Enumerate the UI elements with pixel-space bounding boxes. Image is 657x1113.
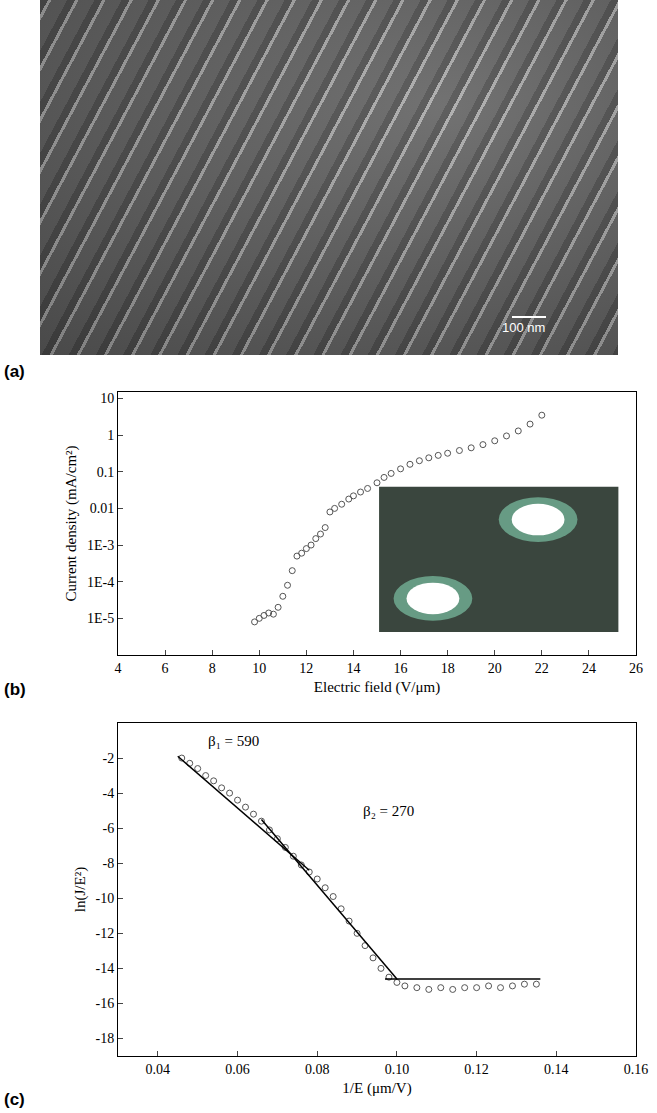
svg-text:-12: -12 [96, 926, 115, 941]
svg-text:-6: -6 [103, 821, 115, 836]
svg-text:1E-4: 1E-4 [87, 575, 114, 590]
svg-text:-16: -16 [96, 996, 115, 1011]
svg-text:0.01: 0.01 [90, 501, 115, 516]
svg-text:6: 6 [162, 661, 169, 676]
html-text:(a): (a) [4, 362, 25, 381]
svg-text:16: 16 [394, 661, 408, 676]
html-text:(b): (b) [4, 680, 26, 699]
svg-text:4: 4 [115, 661, 122, 676]
svg-text:0.04: 0.04 [146, 1062, 171, 1077]
svg-text:8: 8 [209, 661, 216, 676]
svg-text:1E-3: 1E-3 [87, 538, 114, 553]
svg-text:-14: -14 [96, 961, 115, 976]
svg-text:-8: -8 [103, 856, 115, 871]
svg-text:β₂ = 270: β₂ = 270 [363, 803, 414, 819]
svg-text:26: 26 [629, 661, 643, 676]
html-text:(c): (c) [4, 1090, 25, 1109]
svg-text:22: 22 [535, 661, 549, 676]
svg-text:Current density (mA/cm²): Current density (mA/cm²) [63, 445, 80, 601]
svg-text:12: 12 [299, 661, 313, 676]
svg-text:14: 14 [346, 661, 360, 676]
svg-text:-4: -4 [103, 786, 115, 801]
svg-text:0.08: 0.08 [305, 1062, 330, 1077]
html-text:100 nm: 100 nm [502, 320, 546, 335]
svg-text:1/E (μm/V): 1/E (μm/V) [342, 1080, 411, 1097]
svg-text:18: 18 [441, 661, 455, 676]
svg-text:10: 10 [252, 661, 266, 676]
svg-text:0.1: 0.1 [97, 465, 115, 480]
svg-text:ln(J/E²): ln(J/E²) [72, 867, 89, 912]
svg-text:1: 1 [107, 428, 114, 443]
svg-text:20: 20 [488, 661, 502, 676]
svg-text:β₁ = 590: β₁ = 590 [208, 733, 259, 749]
svg-text:-10: -10 [96, 891, 115, 906]
svg-text:24: 24 [582, 661, 596, 676]
svg-text:0.16: 0.16 [624, 1062, 649, 1077]
svg-text:10: 10 [100, 391, 114, 406]
svg-text:-18: -18 [96, 1031, 115, 1046]
svg-text:0.12: 0.12 [464, 1062, 489, 1077]
svg-text:0.10: 0.10 [385, 1062, 410, 1077]
svg-text:0.14: 0.14 [544, 1062, 569, 1077]
svg-text:0.06: 0.06 [225, 1062, 250, 1077]
svg-text:1E-5: 1E-5 [87, 611, 114, 626]
svg-text:Electric field (V/μm): Electric field (V/μm) [314, 679, 440, 696]
svg-text:-2: -2 [103, 751, 115, 766]
